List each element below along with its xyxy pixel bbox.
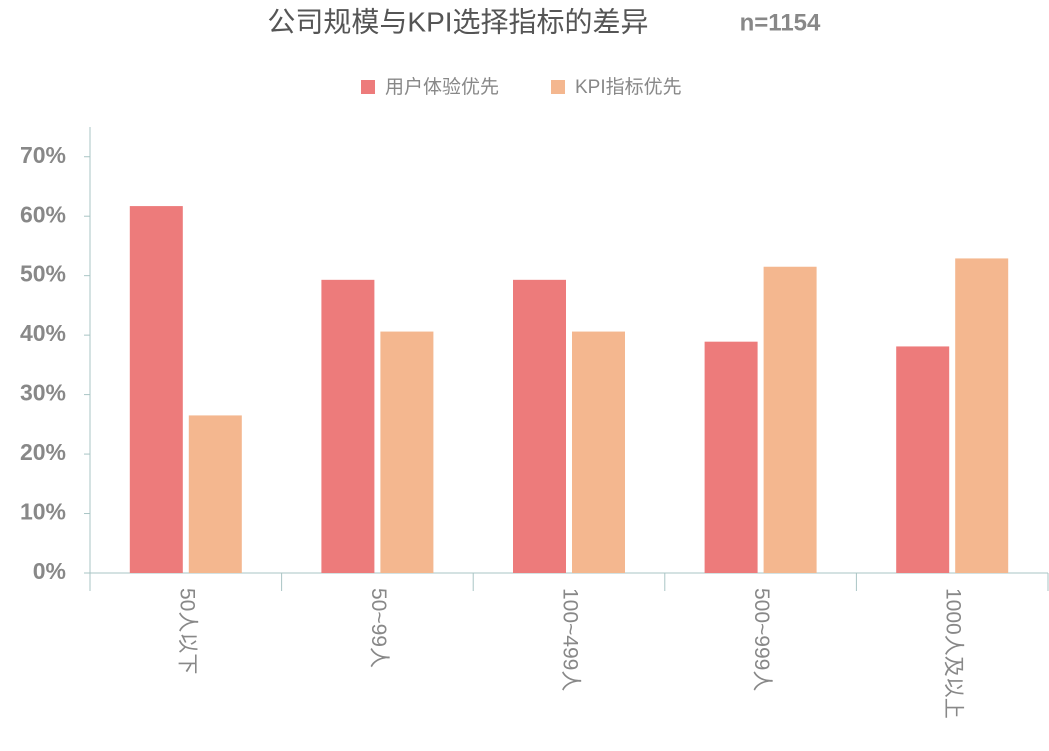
y-tick-label: 60% [20, 201, 66, 227]
legend-swatch [551, 80, 565, 94]
y-tick-label: 10% [20, 499, 66, 525]
chart-title: 公司规模与KPI选择指标的差异 [267, 6, 648, 37]
legend-label: KPI指标优先 [575, 76, 682, 98]
x-tick-label: 1000人及以上 [942, 588, 965, 719]
chart-subtitle: n=1154 [740, 9, 821, 36]
bar [896, 346, 950, 573]
bar [955, 258, 1009, 573]
y-tick-label: 50% [20, 261, 66, 287]
y-tick-label: 20% [20, 439, 66, 465]
y-tick-label: 30% [20, 380, 66, 406]
bar [129, 206, 183, 573]
y-tick-label: 40% [20, 320, 66, 346]
x-tick-label: 50~99人 [367, 588, 390, 668]
y-tick-label: 70% [20, 142, 66, 168]
x-tick-label: 100~499人 [558, 588, 581, 691]
bar [188, 415, 242, 573]
y-tick-label: 0% [33, 558, 66, 584]
x-tick-label: 500~999人 [750, 588, 773, 691]
bar [704, 341, 758, 573]
bar [380, 331, 434, 573]
legend-label: 用户体验优先 [385, 76, 499, 98]
bar [763, 266, 817, 573]
bar [572, 331, 625, 573]
bar [321, 279, 375, 573]
bar [513, 279, 566, 573]
x-tick-label: 50人以下 [175, 588, 198, 674]
legend-swatch [361, 80, 375, 94]
